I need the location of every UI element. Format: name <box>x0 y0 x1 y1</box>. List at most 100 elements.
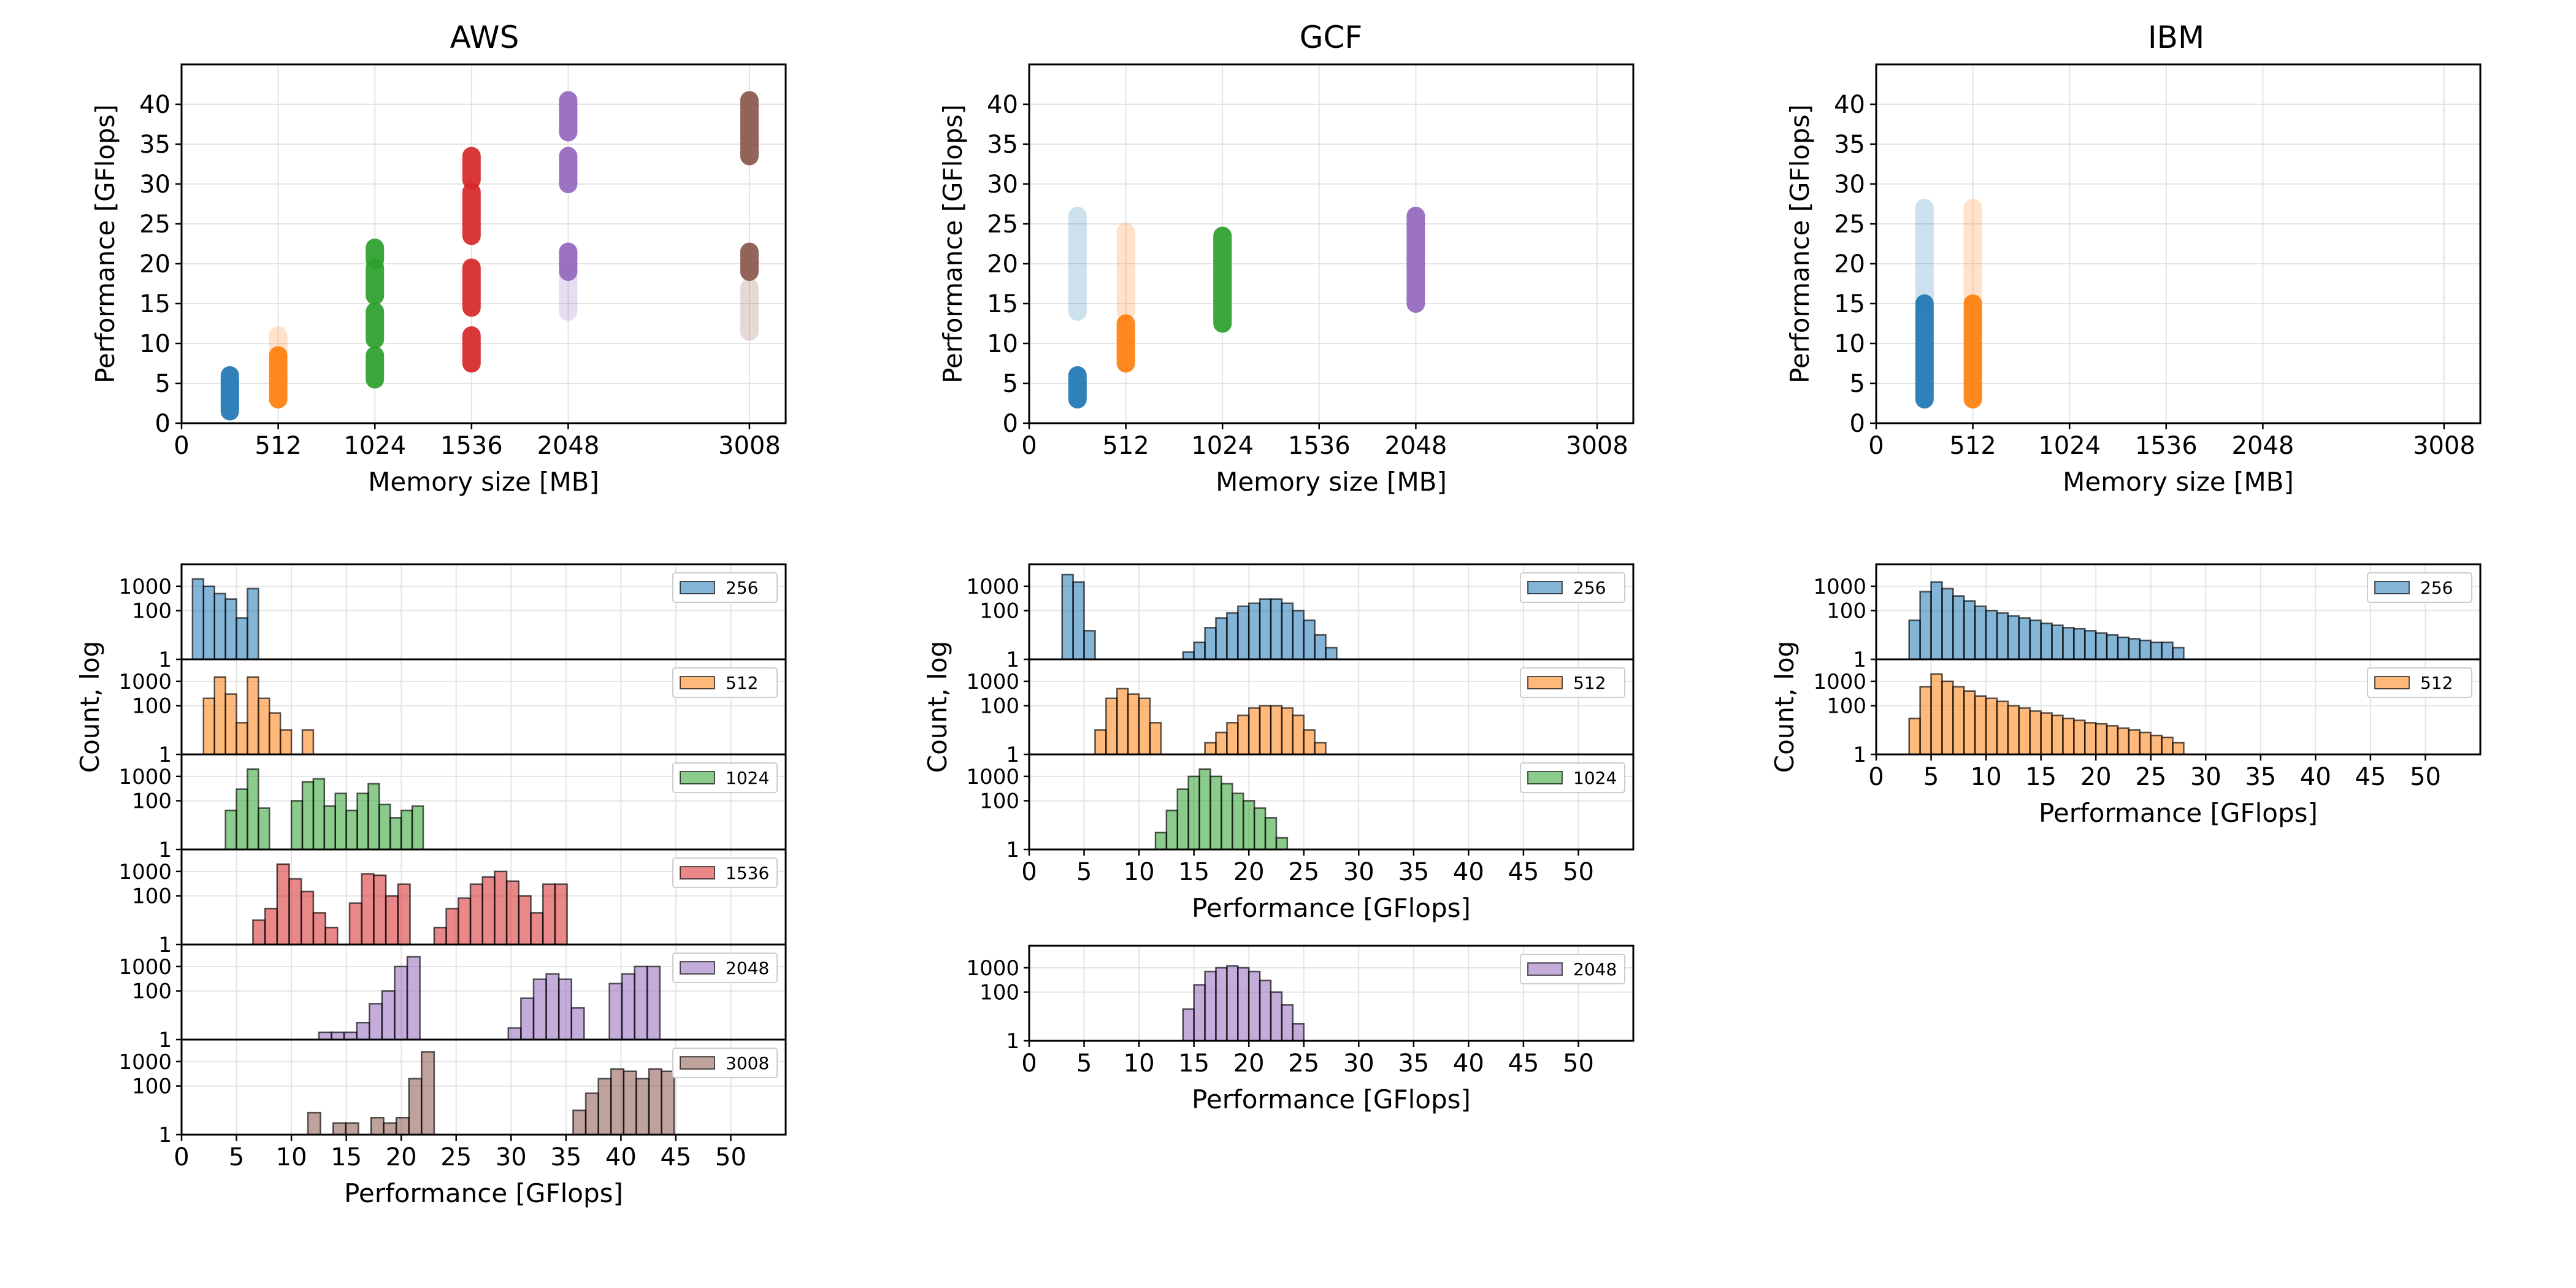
gcf-hist-ytick-label: 100 <box>979 789 1019 814</box>
gcf-hist-bar-256 <box>1281 602 1294 661</box>
gcf-legend-label-256: 256 <box>1573 578 1606 598</box>
aws-hist-bar-3008 <box>307 1111 321 1136</box>
ibm-hist-bar-256 <box>2084 630 2097 661</box>
gcf-title: GCF <box>1300 20 1362 55</box>
ibm-scatter-xtick-label: 1536 <box>2135 432 2198 460</box>
gcf-hist-bar-256 <box>1083 630 1096 661</box>
gcf-hist-ytick-label: 1000 <box>966 670 1019 694</box>
gcf-scatter-xtick-label: 1536 <box>1288 432 1351 460</box>
aws-scatter-frame <box>180 63 787 424</box>
aws-hist-bar-512 <box>236 722 248 756</box>
ibm-hist-bar-256 <box>1941 588 1954 661</box>
aws-hist-xtick-label: 40 <box>605 1143 637 1171</box>
ibm-hist-bar-512 <box>2084 722 2097 756</box>
gcf-hist-bar-256 <box>1325 646 1338 661</box>
aws-hist-bar-256 <box>191 578 205 661</box>
ibm-hist-bar-512 <box>1963 690 1976 756</box>
aws-scatter-ylabel: Performance [GFlops] <box>90 104 120 383</box>
aws-hist-ytick-label: 1 <box>158 1028 172 1052</box>
gcf-hist-bar-512 <box>1270 705 1283 756</box>
aws-hist-bar-2048 <box>394 965 408 1041</box>
gcf-hist-bar-512 <box>1138 697 1151 756</box>
gcf-hist-bar-2048 <box>1215 967 1228 1042</box>
ibm-hist-xtick-label: 45 <box>2355 763 2386 791</box>
aws-hist-bar-256 <box>247 588 259 661</box>
aws-legend-1024: 1024 <box>672 762 778 793</box>
aws-hist-bar-3008 <box>635 1078 650 1136</box>
aws-scatter-ytick-label: 10 <box>139 330 171 358</box>
gcf-hist-ytick-label: 1 <box>1006 648 1019 672</box>
gcf-scatter-xtick-label: 1024 <box>1191 432 1254 460</box>
gcf-scatter-xtick-label: 3008 <box>1566 432 1628 460</box>
aws-scatter-xtick-label: 2048 <box>537 432 600 460</box>
gcf-scatter-frame <box>1028 63 1635 424</box>
aws-hist-bar-256 <box>224 598 237 661</box>
aws-hist-bar-2048 <box>545 973 560 1041</box>
aws-hist-bar-3008 <box>383 1122 397 1136</box>
aws-hist-bar-3008 <box>661 1070 675 1136</box>
gcf-hist-bar-512 <box>1116 688 1129 756</box>
ibm-hist-xtick-label: 35 <box>2245 763 2276 791</box>
aws-hist-bar-2048 <box>532 978 547 1041</box>
gcf-hist-bar-256 <box>1237 605 1250 661</box>
ibm-hist-bar-256 <box>2172 646 2185 661</box>
gcf-hist-ytick-label: 100 <box>979 694 1019 719</box>
aws-hist-bar-512 <box>279 729 293 756</box>
aws-title: AWS <box>450 20 519 55</box>
gcf-legend-2048: 2048 <box>1520 954 1625 984</box>
gcf-scatter-ytick-label: 10 <box>987 330 1018 358</box>
ibm-hist-ytick-label: 1000 <box>1813 575 1866 599</box>
ibm-hist-bar-256 <box>2051 624 2064 661</box>
aws-hist-bar-1536 <box>494 870 508 946</box>
ibm-hist-bar-256 <box>2029 619 2042 661</box>
gcf-legend-box <box>1520 667 1625 698</box>
gcf-hist-ytick-label: 1 <box>1006 838 1019 862</box>
ibm-hist-ytick-label: 1 <box>1853 743 1866 767</box>
ibm-hist-bar-512 <box>2073 719 2086 756</box>
gcf-hist-bar-1024 <box>1275 837 1289 851</box>
aws-scatter-xlabel: Memory size [MB] <box>368 467 599 497</box>
ibm-hist-ytick-label: 100 <box>1827 694 1866 719</box>
aws-scatter-ytick-label: 30 <box>139 171 171 199</box>
gcf-hist-bar-256 <box>1292 610 1305 661</box>
aws-hist-bar-2048 <box>608 983 623 1041</box>
ibm-hist-xtick-label: 40 <box>2300 763 2331 791</box>
aws-hist-bar-1024 <box>301 781 315 851</box>
gcf-scatter-ytick-label: 5 <box>1003 370 1018 398</box>
gcf-hist-frame <box>1028 753 1635 851</box>
aws-hist-xtick-label: 25 <box>440 1143 472 1171</box>
aws-legend-box <box>672 572 778 603</box>
ibm-legend-label-512: 512 <box>2420 673 2453 693</box>
aws-hist-bar-3008 <box>572 1110 587 1136</box>
gcf-hist-xlabel: Performance [GFlops] <box>1192 893 1471 923</box>
gcf-hist-ytick-label: 1000 <box>966 575 1019 599</box>
aws-scatter-xtick-label: 512 <box>255 432 301 460</box>
aws-hist-bar-1536 <box>348 902 362 946</box>
ibm-hist-bar-256 <box>2062 627 2075 661</box>
aws-hist-bar-3008 <box>585 1092 599 1136</box>
aws-hist-ytick-label: 1000 <box>118 670 172 694</box>
aws-legend-box <box>672 762 778 793</box>
aws-hist-bar-1536 <box>397 883 411 946</box>
aws-hist-bar-1536 <box>458 897 472 946</box>
gcf-hist-bar-512 <box>1248 707 1261 756</box>
gcf-hist-xtick-label: 15 <box>1178 1049 1209 1078</box>
ibm-hist-bar-256 <box>1996 612 2009 661</box>
gcf-hist-ylabel: Count, log <box>922 641 953 773</box>
gcf-legend-box <box>1520 954 1625 984</box>
gcf-hist-ytick-label: 1 <box>1006 743 1019 767</box>
ibm-panel: IBM 0 512 1024 1536 2048 30080510152025303540… <box>1769 20 2482 828</box>
aws-hist-bar-2048 <box>558 978 573 1041</box>
aws-hist-bar-1024 <box>236 788 248 851</box>
gcf-hist-bar-512 <box>1105 697 1118 756</box>
aws-scatter-ytick-label: 0 <box>155 410 171 438</box>
gcf-scatter-xtick-label: 512 <box>1102 432 1149 460</box>
ibm-hist-bar-256 <box>2018 617 2031 661</box>
aws-hist-bar-2048 <box>634 965 648 1041</box>
aws-hist-bar-1536 <box>469 883 483 946</box>
aws-hist-bar-512 <box>224 693 237 756</box>
ibm-hist-bar-256 <box>1974 605 1987 661</box>
aws-legend-label-512: 512 <box>726 673 758 693</box>
aws-hist-bar-1536 <box>373 874 387 946</box>
gcf-hist-frame <box>1028 945 1635 1042</box>
